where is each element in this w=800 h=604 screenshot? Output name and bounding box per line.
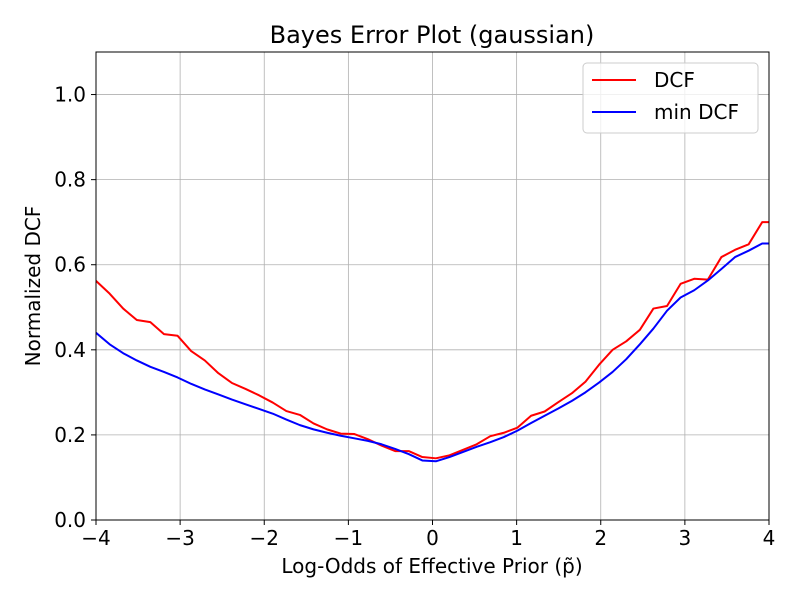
series-line-dcf bbox=[96, 221, 769, 460]
x-tick-label: −2 bbox=[250, 526, 279, 550]
y-tick-label: 0.2 bbox=[54, 423, 86, 447]
x-tick-label: 3 bbox=[679, 526, 692, 550]
x-tick-label: 1 bbox=[510, 526, 523, 550]
legend: DCF min DCF bbox=[582, 62, 759, 134]
x-tick-label: −1 bbox=[334, 526, 363, 550]
y-tick-label: 0.0 bbox=[54, 508, 86, 532]
y-tick-label: 1.0 bbox=[54, 83, 86, 107]
x-tick-label: 0 bbox=[426, 526, 439, 550]
x-tick-label: −3 bbox=[165, 526, 194, 550]
y-axis-label: Normalized DCF bbox=[21, 206, 45, 367]
y-tick-label: 0.6 bbox=[54, 253, 86, 277]
chart-title: Bayes Error Plot (gaussian) bbox=[270, 21, 595, 49]
x-tick-label: −4 bbox=[81, 526, 110, 550]
y-tick-label: 0.4 bbox=[54, 338, 86, 362]
series-lines bbox=[96, 221, 769, 463]
series-line-min-dcf bbox=[96, 242, 769, 463]
plot-area bbox=[96, 221, 769, 463]
x-axis-ticks: −4 −3 −2 −1 0 1 2 3 4 bbox=[81, 520, 775, 550]
x-tick-label: 4 bbox=[763, 526, 776, 550]
y-axis-ticks: 0.0 0.2 0.4 0.6 0.8 1.0 bbox=[54, 83, 96, 532]
x-axis-label: Log-Odds of Effective Prior (p̃) bbox=[281, 554, 582, 578]
y-tick-label: 0.8 bbox=[54, 168, 86, 192]
legend-label-dcf: DCF bbox=[654, 68, 695, 92]
x-tick-label: 2 bbox=[594, 526, 607, 550]
legend-label-min-dcf: min DCF bbox=[654, 100, 739, 124]
